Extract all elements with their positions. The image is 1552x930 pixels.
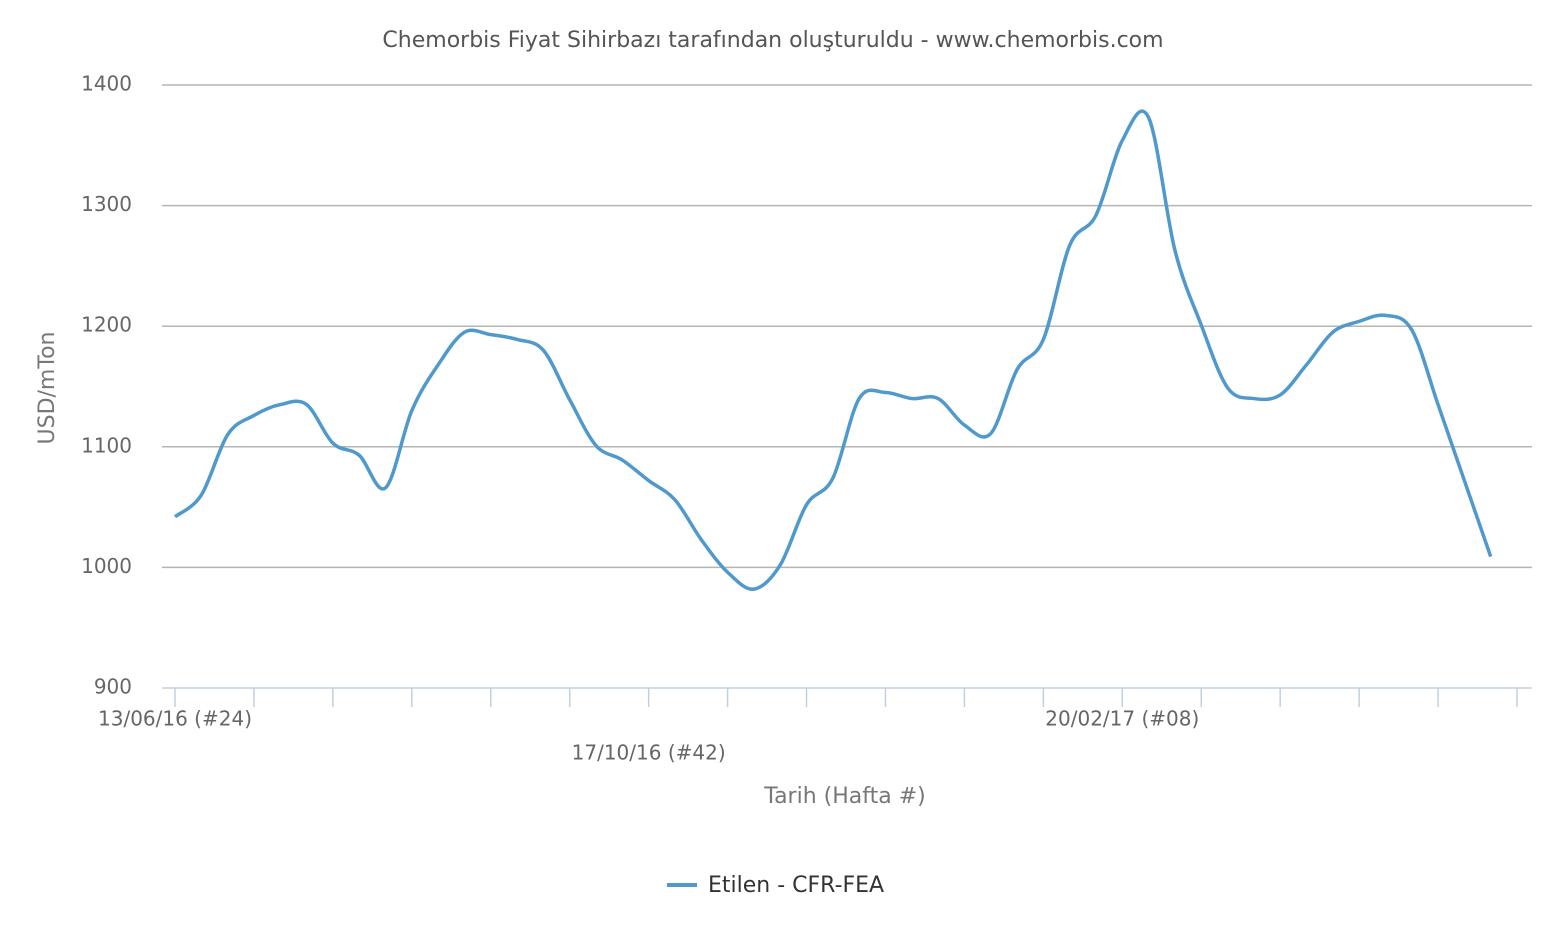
x-tick-label: 13/06/16 (#24) (98, 707, 252, 731)
chart-title: Chemorbis Fiyat Sihirbazı tarafından olu… (382, 28, 1163, 53)
line (173, 109, 1493, 591)
x-tick-label: 17/10/16 (#42) (572, 741, 726, 765)
y-axis-title: USD/mTon (35, 332, 60, 445)
y-tick-label: 1000 (81, 554, 132, 578)
y-tick-label: 1300 (81, 192, 132, 216)
y-tick-label: 900 (94, 675, 132, 699)
legend-label: Etilen - CFR-FEA (708, 873, 884, 898)
y-tick-label: 1400 (81, 72, 132, 96)
x-tick-label: 20/02/17 (#08) (1045, 707, 1199, 731)
y-tick-label: 1200 (81, 313, 132, 337)
y-tick-label: 1100 (81, 433, 132, 457)
x-axis-title: Tarih (Hafta #) (763, 784, 925, 809)
